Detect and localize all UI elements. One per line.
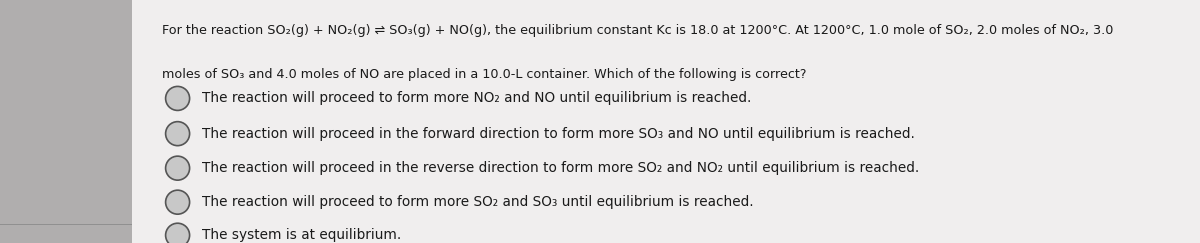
Text: The reaction will proceed to form more NO₂ and NO until equilibrium is reached.: The reaction will proceed to form more N… <box>202 91 751 105</box>
Text: moles of SO₃ and 4.0 moles of NO are placed in a 10.0-L container. Which of the : moles of SO₃ and 4.0 moles of NO are pla… <box>162 68 806 81</box>
Text: The system is at equilibrium.: The system is at equilibrium. <box>202 228 401 242</box>
Text: The reaction will proceed in the reverse direction to form more SO₂ and NO₂ unti: The reaction will proceed in the reverse… <box>202 161 919 175</box>
Text: The reaction will proceed in the forward direction to form more SO₃ and NO until: The reaction will proceed in the forward… <box>202 127 914 141</box>
Text: The reaction will proceed to form more SO₂ and SO₃ until equilibrium is reached.: The reaction will proceed to form more S… <box>202 195 754 209</box>
Text: For the reaction SO₂(g) + NO₂(g) ⇌ SO₃(g) + NO(g), the equilibrium constant Kc i: For the reaction SO₂(g) + NO₂(g) ⇌ SO₃(g… <box>162 24 1114 37</box>
